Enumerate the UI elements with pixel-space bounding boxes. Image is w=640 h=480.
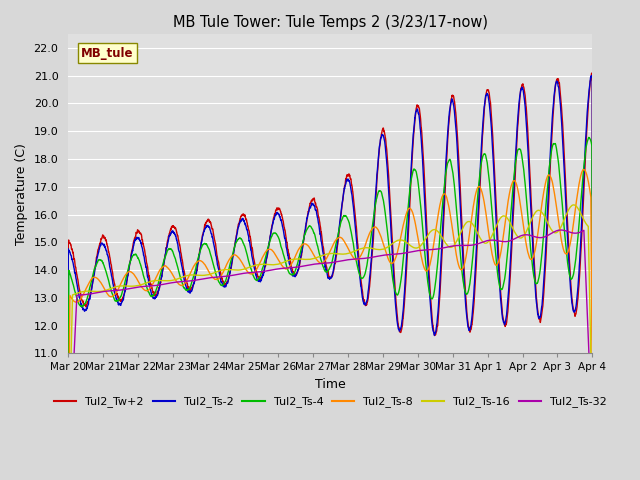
- Y-axis label: Temperature (C): Temperature (C): [15, 143, 28, 245]
- Text: MB_tule: MB_tule: [81, 47, 134, 60]
- X-axis label: Time: Time: [315, 378, 346, 391]
- Title: MB Tule Tower: Tule Temps 2 (3/23/17-now): MB Tule Tower: Tule Temps 2 (3/23/17-now…: [173, 15, 488, 30]
- Legend: Tul2_Tw+2, Tul2_Ts-2, Tul2_Ts-4, Tul2_Ts-8, Tul2_Ts-16, Tul2_Ts-32: Tul2_Tw+2, Tul2_Ts-2, Tul2_Ts-4, Tul2_Ts…: [50, 392, 611, 412]
